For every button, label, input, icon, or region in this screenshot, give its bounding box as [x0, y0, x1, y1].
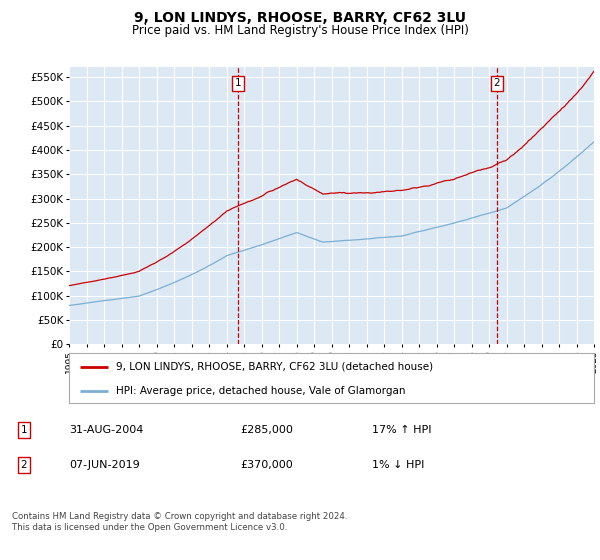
Text: 1: 1	[20, 425, 28, 435]
Text: 07-JUN-2019: 07-JUN-2019	[69, 460, 140, 470]
Text: 1% ↓ HPI: 1% ↓ HPI	[372, 460, 424, 470]
Text: 17% ↑ HPI: 17% ↑ HPI	[372, 425, 431, 435]
Text: 9, LON LINDYS, RHOOSE, BARRY, CF62 3LU: 9, LON LINDYS, RHOOSE, BARRY, CF62 3LU	[134, 11, 466, 25]
Text: 9, LON LINDYS, RHOOSE, BARRY, CF62 3LU (detached house): 9, LON LINDYS, RHOOSE, BARRY, CF62 3LU (…	[116, 362, 433, 372]
Text: 1: 1	[235, 78, 242, 88]
Text: Price paid vs. HM Land Registry's House Price Index (HPI): Price paid vs. HM Land Registry's House …	[131, 24, 469, 36]
Text: 2: 2	[493, 78, 500, 88]
Text: Contains HM Land Registry data © Crown copyright and database right 2024.
This d: Contains HM Land Registry data © Crown c…	[12, 512, 347, 532]
Text: HPI: Average price, detached house, Vale of Glamorgan: HPI: Average price, detached house, Vale…	[116, 386, 406, 395]
Text: 31-AUG-2004: 31-AUG-2004	[69, 425, 143, 435]
Text: 2: 2	[20, 460, 28, 470]
Text: £285,000: £285,000	[240, 425, 293, 435]
Text: £370,000: £370,000	[240, 460, 293, 470]
